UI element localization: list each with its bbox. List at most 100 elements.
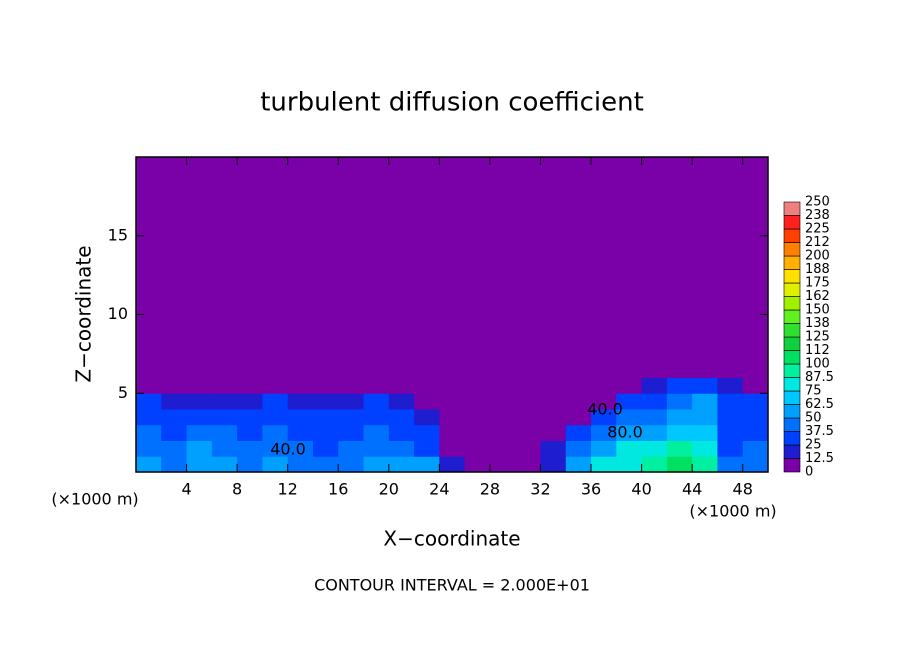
field-cell	[287, 409, 314, 426]
field-cell	[211, 409, 238, 426]
colorbar-band	[783, 296, 801, 311]
field-cell	[540, 424, 567, 441]
field-cell	[186, 456, 213, 473]
field-cell	[363, 440, 390, 457]
colorbar-label: 0	[805, 465, 813, 480]
field-cell	[262, 377, 289, 394]
field-cell	[616, 393, 643, 410]
colorbar-label: 150	[805, 303, 830, 318]
field-cell	[692, 456, 718, 473]
field-cell	[591, 440, 617, 457]
y-tick-label: 5	[118, 383, 128, 402]
field-cell	[363, 361, 390, 378]
x-tick-label: 36	[581, 480, 601, 499]
colorbar-band	[783, 350, 801, 365]
field-cell	[515, 409, 541, 426]
field-cell	[262, 424, 289, 441]
field-cell	[540, 409, 567, 426]
field-cell	[717, 424, 744, 441]
field-cell	[591, 424, 617, 441]
field-cell	[489, 424, 516, 441]
field-cell	[211, 456, 238, 473]
x-tick-label: 20	[379, 480, 399, 499]
field-cell	[641, 393, 668, 410]
field-cell	[136, 393, 162, 410]
field-cell	[237, 440, 263, 457]
field-cell	[186, 440, 213, 457]
field-cell	[439, 393, 466, 410]
field-cell	[136, 361, 162, 378]
field-cell	[262, 393, 289, 410]
field-cell	[666, 456, 693, 473]
field-cell	[515, 424, 541, 441]
field-cell	[414, 361, 440, 378]
x-unit-label: (×1000 m)	[51, 490, 138, 509]
field-cell	[717, 440, 744, 457]
field-cell	[211, 424, 238, 441]
field-cell	[591, 361, 617, 378]
field-cell	[641, 440, 668, 457]
field-cell	[414, 409, 440, 426]
field-cell	[414, 377, 440, 394]
field-cell	[666, 377, 693, 394]
field-cell	[287, 393, 314, 410]
colorbar-label: 162	[805, 289, 830, 304]
colorbar-label: 12.5	[805, 451, 834, 466]
field-cell	[388, 456, 415, 473]
field-cell	[186, 409, 213, 426]
field-cell	[489, 393, 516, 410]
y-axis-label: Z−coordinate	[72, 245, 96, 382]
field-cell	[363, 377, 390, 394]
field-cell	[161, 409, 188, 426]
x-tick-label: 48	[733, 480, 753, 499]
field-cell	[692, 424, 718, 441]
field-cell	[237, 409, 263, 426]
colorbar-band	[783, 269, 801, 284]
field-cell	[338, 440, 365, 457]
field-cell	[439, 440, 466, 457]
field-cell	[388, 393, 415, 410]
field-cell	[742, 393, 769, 410]
field-cell	[312, 456, 339, 473]
colorbar-band	[783, 323, 801, 338]
field-cell	[641, 424, 668, 441]
field-cell	[237, 424, 263, 441]
field-cell	[414, 440, 440, 457]
field-cell	[540, 377, 567, 394]
field-cell	[742, 424, 769, 441]
field-cell	[616, 361, 643, 378]
field-cell	[591, 456, 617, 473]
colorbar-label: 75	[805, 384, 822, 399]
x-tick-label: 32	[530, 480, 550, 499]
field-cell	[414, 424, 440, 441]
field-cell	[338, 456, 365, 473]
colorbar-band	[783, 201, 801, 216]
colorbar-band	[783, 431, 801, 446]
colorbar-label: 62.5	[805, 397, 834, 412]
field-cell	[237, 456, 263, 473]
field-cell	[515, 393, 541, 410]
field-cell	[211, 393, 238, 410]
field-cell	[565, 440, 592, 457]
field-cell	[464, 456, 491, 473]
field-cell	[565, 393, 592, 410]
field-cell	[742, 361, 769, 378]
field-cell	[565, 456, 592, 473]
field-cell	[363, 456, 390, 473]
field-cell	[565, 409, 592, 426]
x-tick-label: 12	[278, 480, 298, 499]
field-cell	[666, 424, 693, 441]
field-cell	[489, 361, 516, 378]
field-cell	[540, 393, 567, 410]
field-cell	[692, 440, 718, 457]
contour-label: 40.0	[587, 400, 623, 419]
field-cell	[161, 456, 188, 473]
x-tick-label: 40	[631, 480, 651, 499]
field-cell	[692, 361, 718, 378]
colorbar-label: 175	[805, 276, 830, 291]
field-cell	[136, 424, 162, 441]
field-cell	[312, 440, 339, 457]
field-cell	[211, 377, 238, 394]
field-cell	[666, 393, 693, 410]
x-tick-label: 24	[429, 480, 449, 499]
